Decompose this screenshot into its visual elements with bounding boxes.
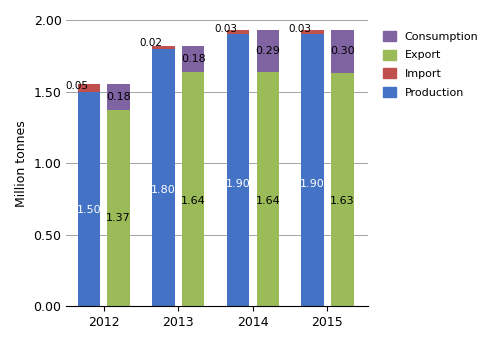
Text: 1.50: 1.50 (76, 205, 101, 215)
Text: 0.18: 0.18 (181, 54, 206, 64)
Bar (182, 46, 204, 72)
Bar (256, 30, 279, 72)
Text: 1.90: 1.90 (226, 179, 250, 189)
Y-axis label: Million tonnes: Million tonnes (15, 120, 28, 206)
Bar (108, 110, 130, 306)
Text: 1.63: 1.63 (330, 196, 354, 206)
Text: 0.03: 0.03 (289, 24, 312, 34)
Bar (331, 30, 353, 73)
Legend: Consumption, Export, Import, Production: Consumption, Export, Import, Production (377, 25, 484, 103)
Text: 1.64: 1.64 (256, 196, 280, 206)
Bar (302, 30, 324, 34)
Bar (331, 73, 353, 306)
Text: 0.18: 0.18 (106, 92, 131, 102)
Bar (227, 34, 249, 306)
Text: 1.80: 1.80 (151, 185, 176, 195)
Text: 0.02: 0.02 (140, 38, 162, 48)
Text: 0.03: 0.03 (214, 24, 237, 34)
Bar (302, 34, 324, 306)
Bar (152, 49, 174, 306)
Text: 1.64: 1.64 (181, 196, 206, 206)
Text: 0.29: 0.29 (256, 46, 280, 56)
Bar (78, 92, 100, 306)
Bar (152, 46, 174, 49)
Bar (227, 30, 249, 34)
Text: 1.90: 1.90 (300, 179, 325, 189)
Bar (256, 72, 279, 306)
Text: 0.30: 0.30 (330, 46, 354, 56)
Bar (78, 84, 100, 92)
Text: 1.37: 1.37 (106, 213, 131, 223)
Text: 0.05: 0.05 (65, 81, 88, 91)
Bar (108, 84, 130, 110)
Bar (182, 72, 204, 306)
